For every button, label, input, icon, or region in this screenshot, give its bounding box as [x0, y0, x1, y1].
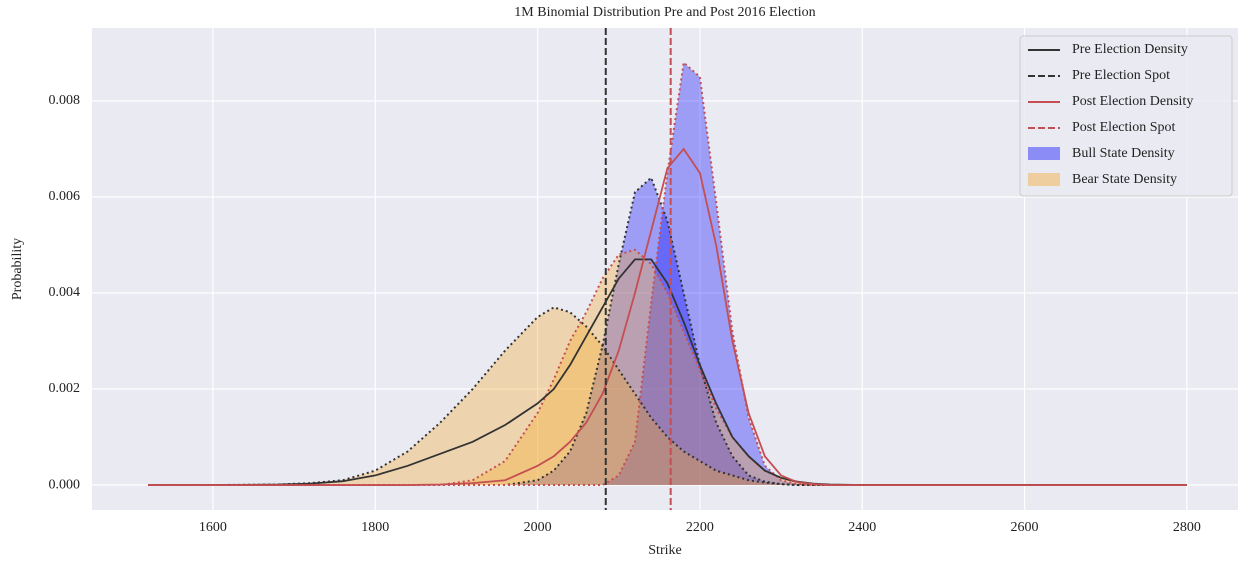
area-outline [148, 248, 1187, 487]
legend-label: Post Election Spot [1072, 120, 1176, 135]
x-tick-label: 2400 [848, 520, 876, 535]
x-axis-label: Strike [648, 543, 681, 558]
area [148, 249, 1187, 486]
x-tick-label: 2000 [524, 520, 552, 535]
x-tick-label: 1600 [199, 520, 227, 535]
area [148, 62, 1187, 486]
legend-label: Post Election Density [1072, 94, 1193, 109]
legend-label: Pre Election Spot [1072, 68, 1170, 83]
line [148, 147, 1187, 486]
area [148, 177, 1187, 486]
area-outline [148, 60, 1187, 487]
legend-box [1019, 35, 1233, 197]
y-axis-label: Probability [10, 238, 25, 300]
x-tick-label: 2800 [1173, 520, 1201, 535]
legend-label: Pre Election Density [1072, 42, 1188, 57]
legend-label: Bull State Density [1072, 146, 1175, 161]
y-tick-label: 0.008 [49, 93, 81, 108]
legend-swatch [1028, 173, 1060, 186]
legend-swatch [1028, 147, 1060, 160]
x-tick-label: 2600 [1011, 520, 1039, 535]
y-tick-label: 0.004 [49, 285, 81, 300]
y-tick-label: 0.000 [49, 477, 81, 492]
legend-label: Bear State Density [1072, 172, 1177, 187]
x-tick-label: 2200 [686, 520, 714, 535]
y-tick-label: 0.002 [49, 381, 81, 396]
y-tick-label: 0.006 [49, 189, 81, 204]
area [148, 307, 1187, 486]
x-tick-label: 1800 [361, 520, 389, 535]
chart-title: 1M Binomial Distribution Pre and Post 20… [514, 5, 815, 20]
